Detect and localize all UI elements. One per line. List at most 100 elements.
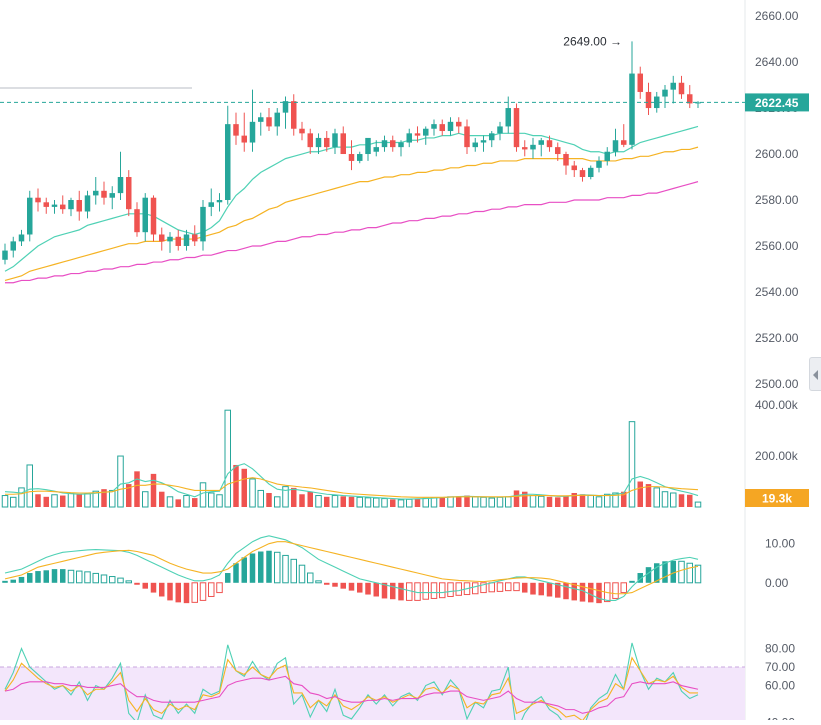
candle xyxy=(390,135,396,152)
candle xyxy=(687,85,693,109)
ma-slow-line xyxy=(5,181,699,284)
candle xyxy=(51,200,58,214)
candle-body xyxy=(117,177,124,194)
candle-body xyxy=(324,137,330,148)
last-price-tag xyxy=(745,93,809,112)
candle-body xyxy=(662,89,668,97)
volume-bar xyxy=(670,492,677,508)
volume-bar xyxy=(142,491,149,508)
candle-body xyxy=(687,94,693,104)
volume-bar xyxy=(538,495,545,508)
candle xyxy=(134,202,140,237)
macd-histogram-bar xyxy=(249,553,256,583)
candle xyxy=(530,137,536,159)
candle xyxy=(241,112,247,152)
candle xyxy=(654,91,660,113)
macd-histogram-bar xyxy=(455,582,462,596)
candle xyxy=(612,128,619,157)
candle xyxy=(678,75,685,99)
candle xyxy=(431,119,437,136)
candle-body xyxy=(596,160,602,168)
macd-histogram-bar xyxy=(298,564,306,584)
macd-histogram-bar xyxy=(150,582,157,593)
volume-bar xyxy=(480,496,487,508)
candle-body xyxy=(43,202,49,207)
volume-bar xyxy=(324,496,330,507)
macd-histogram-bar xyxy=(27,573,33,583)
macd-histogram-bar xyxy=(373,582,379,597)
chevron-left-icon[interactable] xyxy=(809,357,821,391)
macd-histogram-bar xyxy=(51,569,58,583)
volume-bar xyxy=(472,496,479,508)
volume-axis-tick: 400.00k xyxy=(755,398,799,412)
candle-body xyxy=(695,102,701,104)
volume-bar xyxy=(348,496,355,507)
volume-bar xyxy=(315,495,322,508)
volume-bar xyxy=(249,478,256,508)
rsi-axis-tick: 60.00 xyxy=(765,679,795,693)
volume-bar xyxy=(35,494,41,507)
volume-bar xyxy=(364,497,372,508)
candle xyxy=(670,75,676,104)
candle-body xyxy=(571,165,577,171)
macd-histogram-bar xyxy=(258,551,264,583)
candle-body xyxy=(381,140,388,148)
volume-bar xyxy=(456,496,462,507)
macd-histogram-bar xyxy=(596,582,602,604)
candle xyxy=(357,151,363,164)
macd-histogram-bar xyxy=(513,582,520,592)
last-volume-label: 19.3k xyxy=(762,492,792,506)
volume-bar xyxy=(464,495,470,507)
volume-bar xyxy=(522,491,528,507)
candle-body xyxy=(35,197,41,203)
candle xyxy=(175,229,181,251)
candle-body xyxy=(431,124,437,129)
rsi-axis-tick: 40.00 xyxy=(765,716,795,720)
candle-body xyxy=(241,135,247,143)
candle xyxy=(68,197,74,217)
macd-histogram-bar xyxy=(670,560,676,583)
candle xyxy=(365,137,371,161)
candle xyxy=(480,135,487,152)
candle-body xyxy=(645,91,652,109)
candle-body xyxy=(274,112,280,127)
macd-histogram-bar xyxy=(167,582,173,601)
candle-body xyxy=(513,108,520,148)
volume-bar xyxy=(208,492,215,508)
volume-bar xyxy=(10,496,17,508)
candle xyxy=(348,140,355,171)
volume-bar xyxy=(192,498,198,507)
volume-bar xyxy=(430,497,438,508)
candle-body xyxy=(522,147,528,150)
macd-histogram-bar xyxy=(266,550,272,583)
volume-bar xyxy=(694,501,702,508)
candle xyxy=(167,232,173,253)
rsi-fast-line xyxy=(4,642,699,725)
volume-bar xyxy=(1,495,9,508)
candle-body xyxy=(621,140,627,145)
price-axis-tick: 2500.00 xyxy=(755,377,799,391)
macd-histogram-bar xyxy=(480,582,487,594)
volume-bar xyxy=(513,490,520,507)
candle xyxy=(555,142,561,161)
candle xyxy=(225,105,231,205)
volume-bar xyxy=(266,492,272,507)
candle-body xyxy=(365,137,371,155)
candle-body xyxy=(348,154,355,161)
macd-histogram-bar xyxy=(10,579,16,583)
candle xyxy=(398,140,404,157)
macd-histogram-bar xyxy=(307,572,314,584)
macd-histogram-bar xyxy=(538,582,544,596)
macd-histogram-bar xyxy=(100,574,108,584)
macd-histogram-bar xyxy=(340,582,346,589)
volume-bar xyxy=(175,499,181,507)
candle-body xyxy=(192,234,198,242)
volume-bar xyxy=(414,498,421,507)
macd-histogram-bar xyxy=(348,582,355,591)
volume-bar xyxy=(505,496,512,508)
volume-bar xyxy=(447,496,454,508)
price-panel: 2660.002640.002620.002600.002580.002560.… xyxy=(0,9,809,391)
candle-body xyxy=(84,195,91,212)
